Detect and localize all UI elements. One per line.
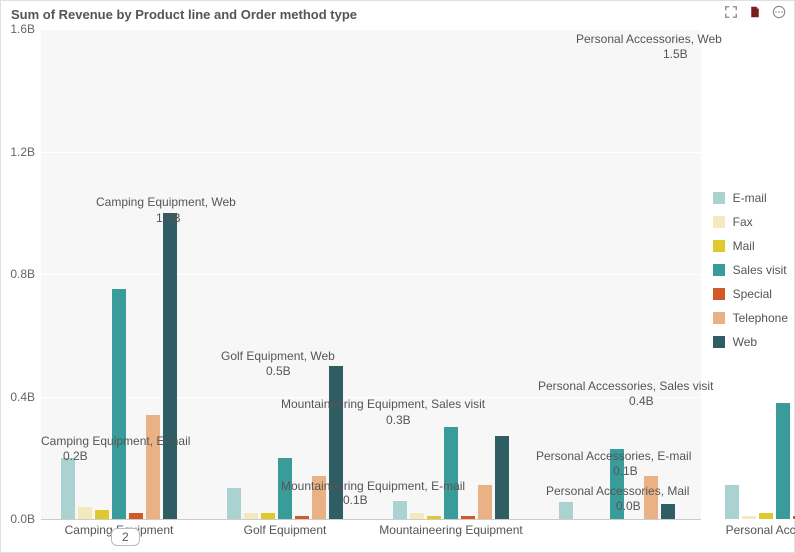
y-tick-label: 0.8B: [10, 267, 41, 281]
data-label: 0.4B: [629, 394, 654, 408]
more-options-icon[interactable]: [772, 5, 786, 19]
legend-item[interactable]: Special: [713, 287, 788, 301]
legend-item[interactable]: Fax: [713, 215, 788, 229]
y-tick-label: 1.6B: [10, 22, 41, 36]
legend-label: Fax: [733, 215, 753, 229]
y-tick-label: 1.2B: [10, 145, 41, 159]
data-label: 0.2B: [63, 449, 88, 463]
bar[interactable]: [495, 436, 509, 519]
chart-title: Sum of Revenue by Product line and Order…: [11, 7, 357, 22]
legend-swatch: [713, 216, 725, 228]
legend: E-mail Fax Mail Sales visit Special Telephone…: [713, 191, 788, 359]
bar[interactable]: [227, 488, 241, 519]
bar[interactable]: [478, 485, 492, 519]
data-label: Mountaineering Equipment, E-mail: [281, 479, 465, 493]
data-label: Personal Accessories, Mail: [546, 484, 689, 498]
data-label: Mountaineering Equipment, Sales visit: [281, 397, 485, 411]
header-toolbar: [724, 5, 786, 19]
bar[interactable]: [112, 289, 126, 519]
x-category-label: Mountaineering Equipment: [379, 519, 522, 537]
legend-label: Web: [733, 335, 757, 349]
legend-item[interactable]: Web: [713, 335, 788, 349]
bar[interactable]: [329, 366, 343, 519]
gridline: [41, 29, 701, 30]
legend-swatch: [713, 264, 725, 276]
data-label: 1.0B: [156, 211, 181, 225]
bar[interactable]: [559, 502, 573, 519]
bar[interactable]: [444, 427, 458, 519]
legend-item[interactable]: Sales visit: [713, 263, 788, 277]
legend-item[interactable]: Mail: [713, 239, 788, 253]
data-label: Personal Accessories, Sales visit: [538, 379, 713, 393]
data-label: Camping Equipment, E-mail: [41, 434, 190, 448]
legend-swatch: [713, 336, 725, 348]
plot-area: 0.0B0.4B0.8B1.2B1.6BCamping EquipmentGol…: [41, 29, 701, 520]
bar[interactable]: [61, 458, 75, 519]
x-category-label: Golf Equipment: [244, 519, 327, 537]
expand-icon[interactable]: [724, 5, 738, 19]
data-label: Camping Equipment, Web: [96, 195, 236, 209]
legend-label: Mail: [733, 239, 755, 253]
gridline: [41, 274, 701, 275]
bar[interactable]: [776, 403, 790, 519]
y-tick-label: 0.4B: [10, 390, 41, 404]
legend-swatch: [713, 312, 725, 324]
legend-label: Special: [733, 287, 772, 301]
legend-item[interactable]: E-mail: [713, 191, 788, 205]
bar[interactable]: [393, 501, 407, 519]
data-label: Golf Equipment, Web: [221, 349, 335, 363]
bar[interactable]: [725, 485, 739, 519]
bar[interactable]: [95, 510, 109, 519]
data-label: 0.5B: [266, 364, 291, 378]
bar[interactable]: [661, 504, 675, 519]
data-label: 1.5B: [663, 47, 688, 61]
bar[interactable]: [78, 507, 92, 519]
legend-item[interactable]: Telephone: [713, 311, 788, 325]
x-category-label: Personal Accessories: [726, 519, 795, 537]
y-tick-label: 0.0B: [10, 512, 41, 526]
data-label: 0.0B: [616, 499, 641, 513]
gridline: [41, 152, 701, 153]
data-label: 0.1B: [613, 464, 638, 478]
data-label: Personal Accessories, Web: [576, 32, 722, 46]
legend-swatch: [713, 192, 725, 204]
bar[interactable]: [146, 415, 160, 519]
chart-container: Sum of Revenue by Product line and Order…: [0, 0, 795, 553]
data-label: 0.1B: [343, 493, 368, 507]
legend-label: E-mail: [733, 191, 767, 205]
export-icon[interactable]: [748, 5, 762, 19]
bar[interactable]: [163, 213, 177, 519]
data-label: Personal Accessories, E-mail: [536, 449, 691, 463]
legend-swatch: [713, 240, 725, 252]
data-label: 0.3B: [386, 413, 411, 427]
page-number-badge[interactable]: 2: [111, 528, 140, 546]
legend-swatch: [713, 288, 725, 300]
legend-label: Sales visit: [733, 263, 787, 277]
legend-label: Telephone: [733, 311, 788, 325]
